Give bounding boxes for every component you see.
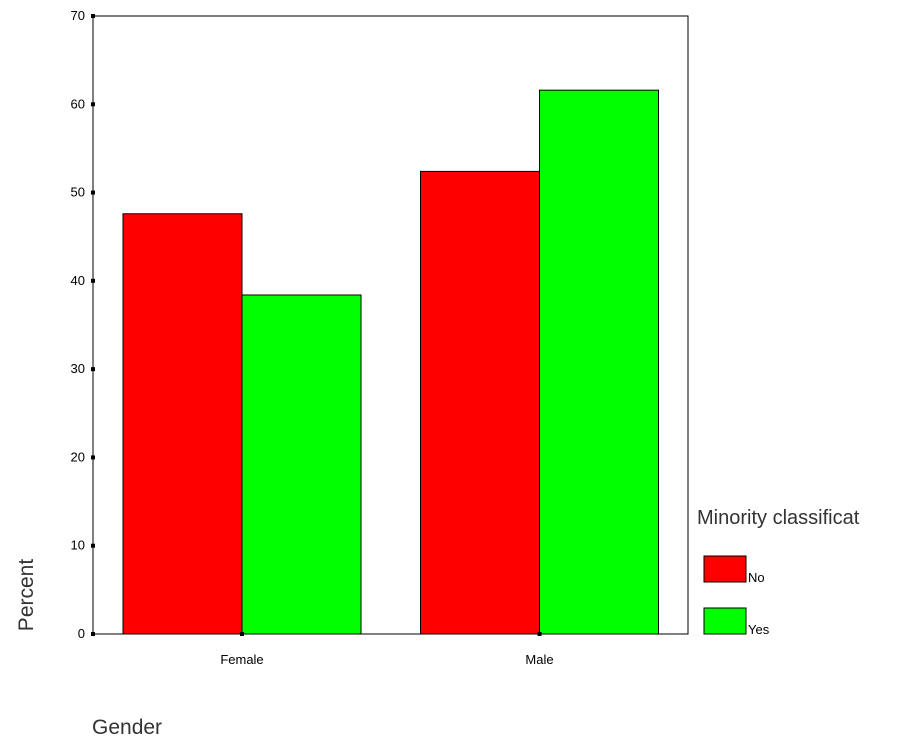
legend-swatch-no: [703, 555, 747, 583]
bar-yes-male: [539, 89, 659, 635]
x-axis: Female Male: [220, 632, 554, 667]
bar-no-female: [122, 213, 243, 635]
y-tick-mark: [91, 367, 95, 372]
y-tick-label: 0: [78, 626, 85, 641]
bars: [122, 89, 659, 635]
y-tick-label: 10: [71, 538, 85, 553]
x-tick-mark: [240, 632, 244, 636]
bar-no-male: [420, 170, 540, 635]
y-tick-mark: [91, 102, 95, 107]
x-axis-title: Gender: [92, 716, 162, 738]
y-tick-mark: [91, 14, 95, 18]
x-tick-label: Female: [220, 652, 263, 667]
y-tick-mark: [91, 190, 95, 195]
y-tick-label: 60: [71, 96, 85, 111]
y-tick-mark: [91, 455, 95, 460]
legend-title: Minority classificat: [697, 507, 860, 529]
x-tick-label: Male: [525, 652, 553, 667]
y-axis: 0 10 20 30 40 50 60 70: [71, 8, 95, 641]
y-tick-label: 30: [71, 361, 85, 376]
y-tick-label: 20: [71, 449, 85, 464]
x-tick-mark: [537, 632, 542, 636]
legend-swatch-yes: [703, 607, 747, 635]
y-tick-mark: [91, 278, 95, 283]
y-tick-label: 70: [71, 8, 85, 23]
y-tick-label: 40: [71, 273, 85, 288]
y-axis-title: Percent: [15, 559, 38, 632]
legend: No Yes: [703, 555, 770, 637]
y-tick-label: 50: [71, 185, 85, 200]
legend-label-no: No: [748, 570, 765, 585]
y-tick-mark: [91, 632, 95, 636]
bar-yes-female: [241, 294, 362, 635]
legend-label-yes: Yes: [748, 622, 770, 637]
y-tick-mark: [91, 543, 95, 548]
